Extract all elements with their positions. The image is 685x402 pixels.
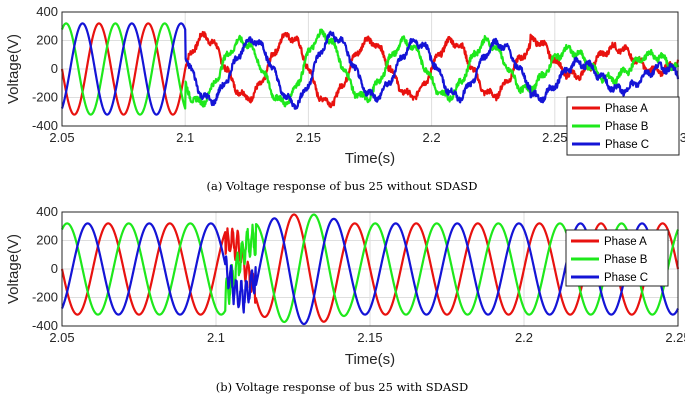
series-line-phase-b	[60, 22, 680, 116]
x-tick-label: 2.25	[665, 330, 685, 345]
legend-label: Phase B	[604, 254, 648, 266]
axes-frame	[61, 11, 679, 127]
y-tick-label: 400	[36, 4, 58, 19]
legend: Phase A Phase B Phase C	[565, 229, 669, 287]
x-tick-label: 2.2	[423, 130, 441, 145]
y-tick-label: 400	[36, 204, 58, 219]
y-tick-label: 0	[51, 61, 58, 76]
x-tick-label: 2.05	[49, 330, 74, 345]
legend-label: Phase A	[604, 236, 647, 248]
x-tick-label: 2.15	[357, 330, 382, 345]
series-group	[60, 22, 680, 116]
caption-a: (a) Voltage response of bus 25 without S…	[206, 179, 477, 193]
y-tick-label: -400	[32, 318, 58, 333]
x-tick-label: 2.1	[207, 330, 225, 345]
series-line-phase-a	[60, 213, 680, 323]
legend-label: Phase C	[605, 139, 649, 151]
y-tick-label: 0	[51, 261, 58, 276]
x-axis-label: Time(s)	[345, 150, 395, 167]
y-tick-labels: -400 -200 0 200 400	[32, 204, 58, 333]
x-tick-label: 2.15	[296, 130, 321, 145]
y-tick-label: 200	[36, 233, 58, 248]
y-axis-label: Voltage(V)	[5, 34, 22, 104]
axes-frame	[61, 211, 679, 327]
legend-label: Phase A	[605, 103, 648, 115]
y-axis-label: Voltage(V)	[5, 234, 22, 304]
x-axis-label: Time(s)	[345, 351, 395, 368]
y-tick-label: -200	[32, 290, 58, 305]
x-tick-label: 2.2	[515, 330, 533, 345]
legend-label: Phase C	[604, 272, 648, 284]
y-tick-label: -400	[32, 118, 58, 133]
x-tick-labels: 2.052.12.152.22.252.3	[49, 130, 685, 145]
x-tick-label: 2.05	[49, 130, 74, 145]
x-tick-label: 2.1	[176, 130, 194, 145]
x-tick-label: 2.25	[542, 130, 567, 145]
y-tick-labels: -400 -200 0 200 400	[32, 4, 58, 133]
legend: Phase A Phase B Phase C	[566, 96, 680, 156]
y-tick-label: 200	[36, 33, 58, 48]
series-line-phase-c	[60, 22, 680, 116]
panel-b: 2.05 2.1 2.15 2.2 2.25 -400 -200 0 200 400 Time(…	[5, 204, 685, 394]
x-tick-labels: 2.05 2.1 2.15 2.2 2.25	[49, 330, 685, 345]
legend-label: Phase B	[605, 121, 649, 133]
y-tick-label: -200	[32, 90, 58, 105]
caption-b: (b) Voltage response of bus 25 with SDAS…	[216, 380, 469, 394]
